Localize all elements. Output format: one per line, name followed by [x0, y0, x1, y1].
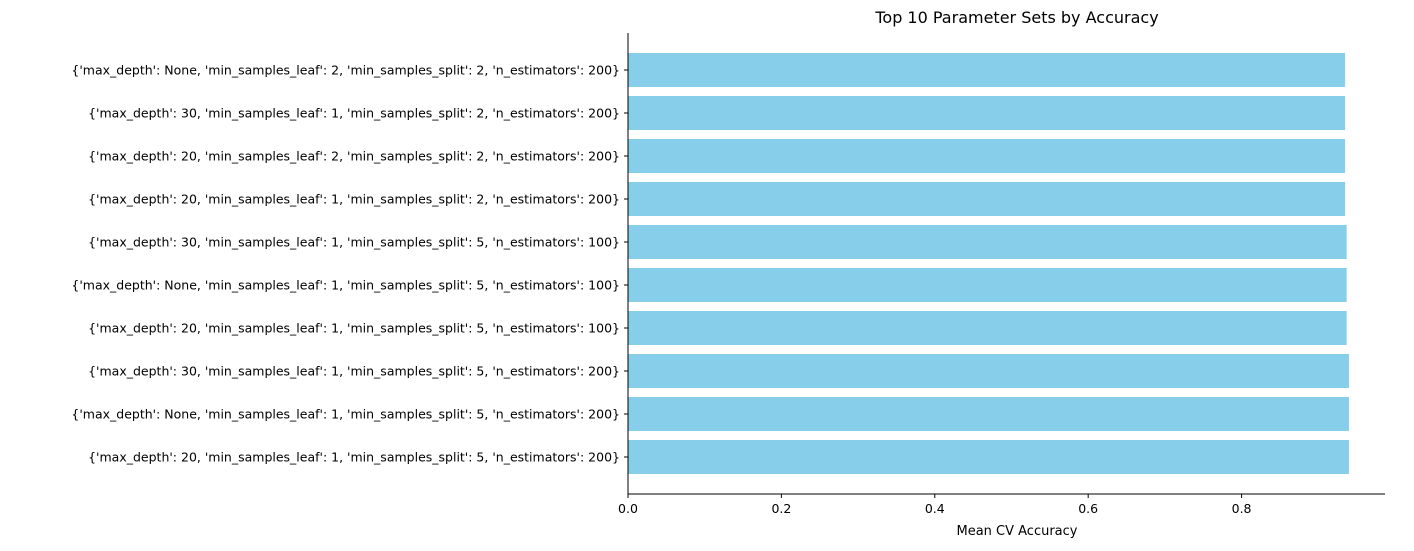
bar [628, 397, 1349, 431]
bar [628, 53, 1346, 87]
y-tick-label: {'max_depth': 20, 'min_samples_leaf': 2,… [88, 149, 620, 164]
bars-group [628, 53, 1349, 474]
bar [628, 96, 1346, 130]
x-tick-label: 0.6 [1078, 501, 1098, 516]
chart-title: Top 10 Parameter Sets by Accuracy [874, 8, 1158, 27]
axes-frame [627, 33, 1385, 495]
y-tick-label: {'max_depth': 20, 'min_samples_leaf': 1,… [88, 192, 620, 207]
x-ticks: 0.0 0.2 0.4 0.6 0.8 [618, 494, 1252, 516]
y-tick-label: {'max_depth': None, 'min_samples_leaf': … [71, 407, 620, 422]
x-tick-label: 0.2 [771, 501, 791, 516]
bar [628, 268, 1347, 302]
x-axis-label: Mean CV Accuracy [956, 524, 1077, 539]
bar [628, 225, 1347, 259]
bar [628, 182, 1346, 216]
x-tick-label: 0.8 [1232, 501, 1252, 516]
y-tick-label: {'max_depth': None, 'min_samples_leaf': … [71, 278, 620, 293]
y-tick-label: {'max_depth': 30, 'min_samples_leaf': 1,… [88, 106, 620, 121]
y-tick-label: {'max_depth': 20, 'min_samples_leaf': 1,… [88, 321, 620, 336]
y-tick-label: {'max_depth': None, 'min_samples_leaf': … [71, 63, 620, 78]
bar [628, 139, 1346, 173]
y-tick-label: {'max_depth': 30, 'min_samples_leaf': 1,… [88, 364, 620, 379]
y-tick-label: {'max_depth': 20, 'min_samples_leaf': 1,… [88, 450, 620, 465]
x-tick-label: 0.4 [925, 501, 945, 516]
bar [628, 311, 1347, 345]
y-tick-label: {'max_depth': 30, 'min_samples_leaf': 1,… [88, 235, 620, 250]
y-tick-labels: {'max_depth': None, 'min_samples_leaf': … [71, 63, 628, 465]
bar [628, 354, 1349, 388]
x-tick-label: 0.0 [618, 501, 638, 516]
bar [628, 440, 1349, 474]
